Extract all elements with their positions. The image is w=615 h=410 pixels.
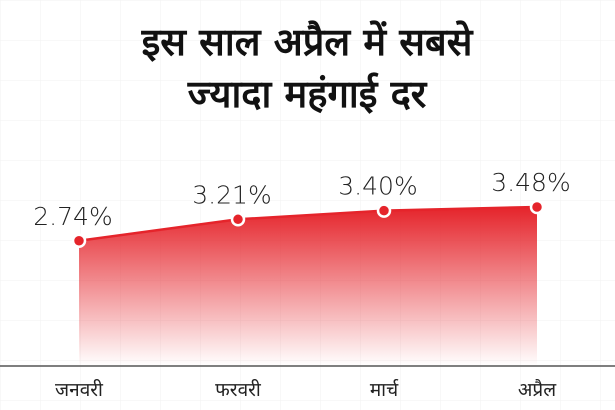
chart-title: इस साल अप्रैल में सबसे — [141, 20, 474, 64]
value-label: 3.21% — [192, 180, 271, 209]
line — [78, 205, 538, 243]
point — [376, 203, 392, 218]
plot: 2.74% जनवरी 3.21% फरवरी 3.40% मार्च 3.48% अप्रै… — [33, 168, 570, 401]
area — [79, 206, 537, 366]
x-tick-label: फरवरी — [215, 378, 262, 401]
x-tick-label: जनवरी — [55, 378, 104, 401]
point — [529, 199, 545, 215]
x-tick-label: मार्च — [370, 378, 399, 401]
point — [71, 233, 87, 249]
chart-title: ज्यादा महंगाई दर — [187, 72, 428, 116]
value-label: 3.40% — [338, 172, 417, 201]
value-label: 3.48% — [491, 168, 570, 197]
point — [230, 212, 246, 227]
value-label: 2.74% — [33, 202, 112, 231]
x-tick-label: अप्रैल — [518, 378, 557, 401]
